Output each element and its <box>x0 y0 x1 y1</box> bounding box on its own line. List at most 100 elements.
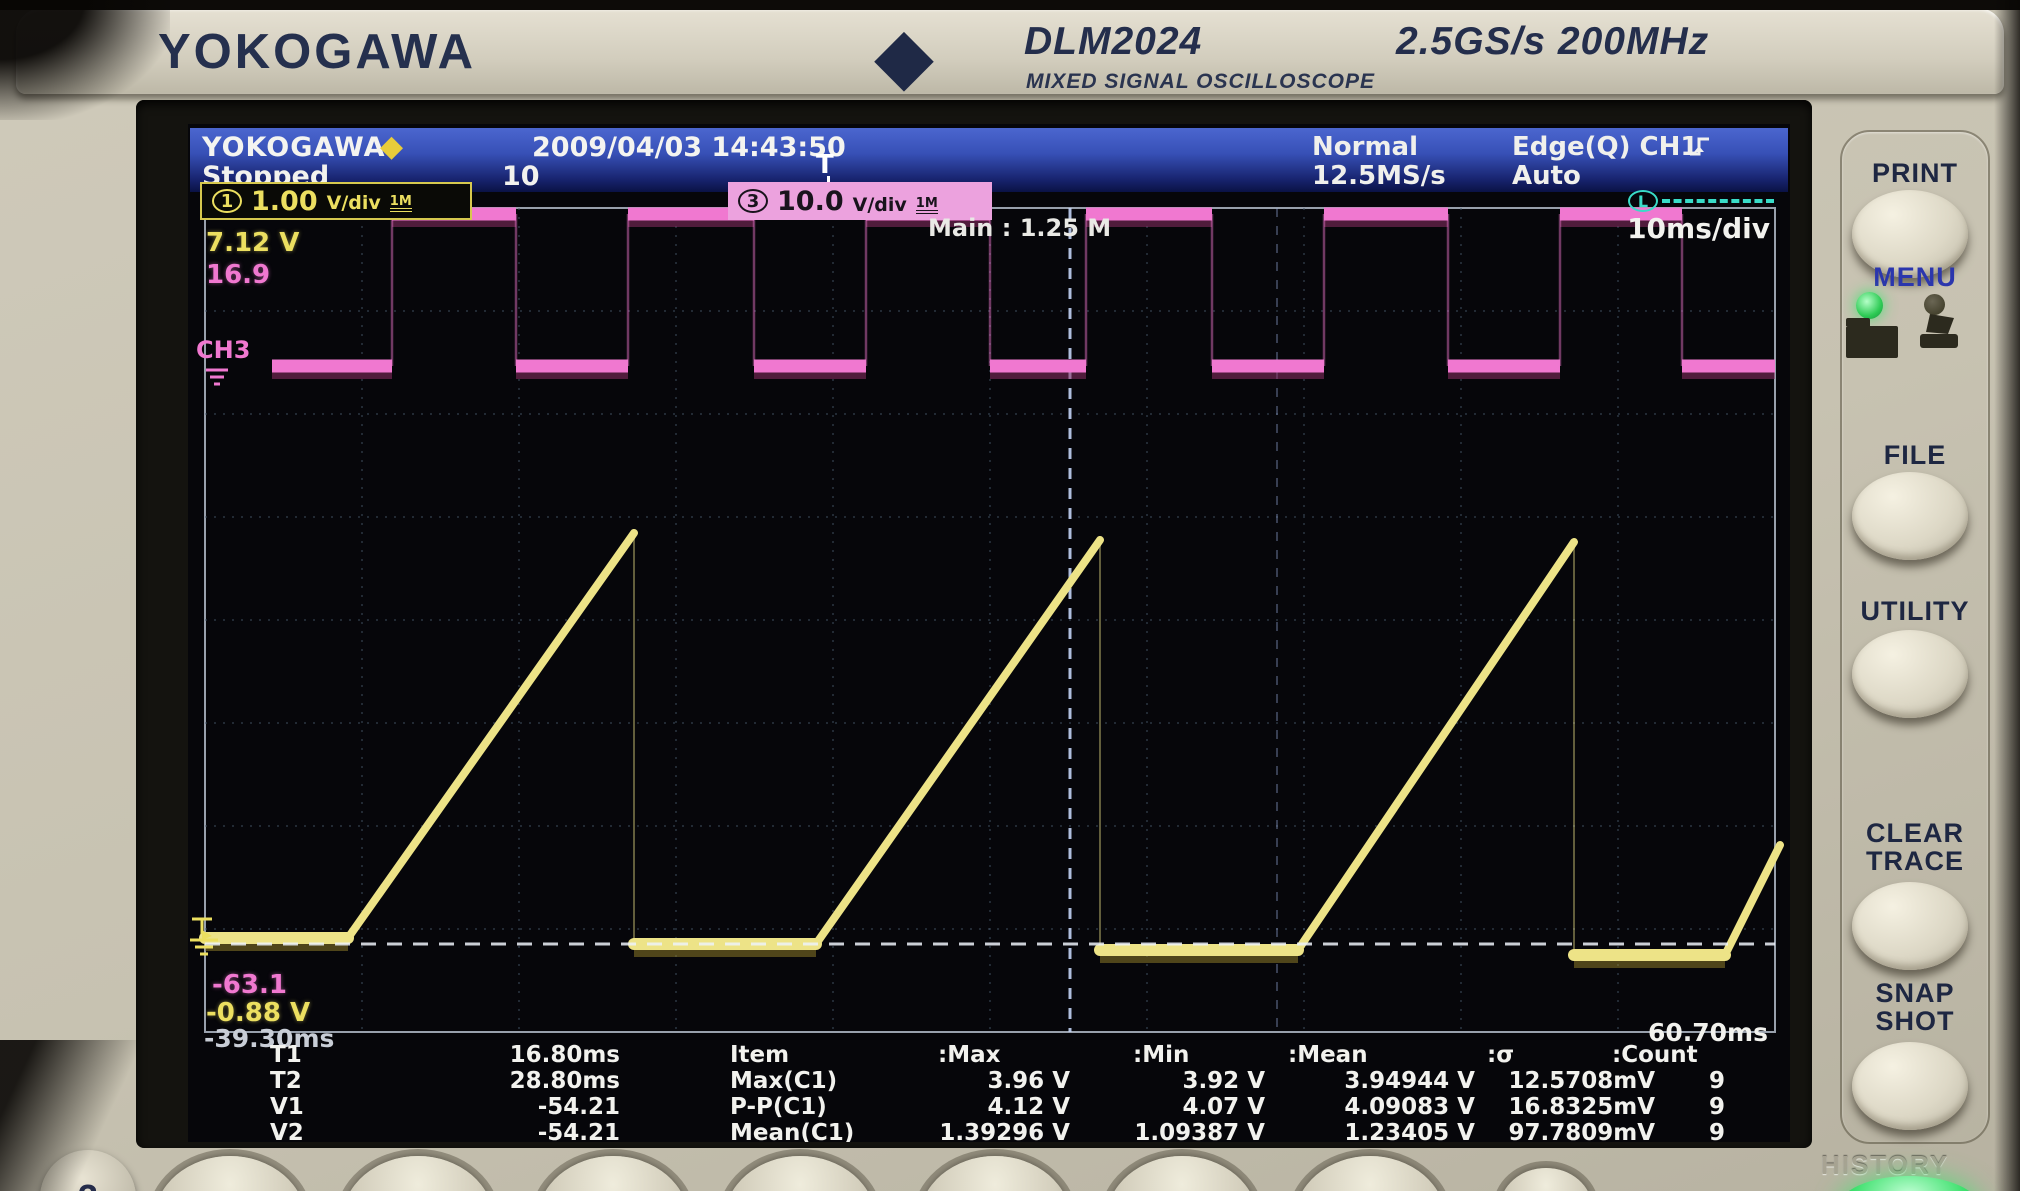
ch3-scale-badge: 3 10.0 V/div 1M <box>728 182 992 220</box>
ch1-top-value: 7.12 V <box>206 228 300 258</box>
ch3-scale: 10.0 <box>777 185 844 217</box>
photo-corner-shadow <box>0 0 170 120</box>
measure-count: 9 <box>1708 1094 1725 1120</box>
file-label: FILE <box>1883 440 1947 470</box>
ch1-number: 1 <box>212 189 242 213</box>
file-button[interactable] <box>1852 472 1968 560</box>
ch1-bottom-value: -0.88 V <box>206 998 311 1028</box>
menu-led-green <box>1856 292 1883 319</box>
softkey-button[interactable] <box>724 1156 876 1191</box>
print-button[interactable] <box>1852 190 1968 278</box>
print-label: PRINT <box>1872 158 1958 188</box>
measure-item: Max(C1) <box>730 1068 838 1094</box>
model-number: DLM2024 <box>1024 20 1203 63</box>
photo-edge-shadow <box>0 0 2020 10</box>
photo-corner-shadow <box>0 1040 170 1191</box>
trigger-source: Edge(Q) CH1 <box>1512 132 1699 162</box>
logic-channel-marker: L <box>1628 190 1774 212</box>
measure-sigma: 16.8325mV <box>1508 1094 1655 1120</box>
time-per-division: 10ms/div <box>1627 212 1770 245</box>
cursor-label: V1 <box>270 1094 304 1120</box>
history-button[interactable] <box>1838 1176 1980 1191</box>
ch1-scale-badge: 1 1.00 V/div 1M <box>200 182 472 220</box>
measure-min: 3.92 V <box>1182 1068 1265 1094</box>
ch3-number: 3 <box>738 189 768 213</box>
trigger-position-marker: T <box>816 150 834 180</box>
measure-mean: 4.09083 V <box>1344 1094 1475 1120</box>
softkey-button[interactable] <box>537 1156 689 1191</box>
measure-max: 1.39296 V <box>939 1120 1070 1142</box>
measure-sigma: 97.7809mV <box>1508 1120 1655 1142</box>
top-bezel: YOKOGAWA ◆ DLM2024 2.5GS/s 200MHz MIXED … <box>16 8 2004 99</box>
measure-mean: 1.23405 V <box>1344 1120 1475 1142</box>
waveform-graticule <box>199 207 1784 1033</box>
measure-header-count: :Count <box>1612 1042 1698 1068</box>
cursor-value: 28.80ms <box>509 1068 620 1094</box>
screen-brand: YOKOGAWA <box>202 132 386 163</box>
model-specs: 2.5GS/s 200MHz <box>1396 20 1710 63</box>
cursor-label: V2 <box>270 1120 304 1142</box>
measure-header-sigma: :σ <box>1487 1042 1515 1068</box>
trigger-mode: Auto <box>1512 161 1581 191</box>
ch3-unit: V/div <box>852 194 907 216</box>
measure-table: T1 16.80ms T2 28.80ms V1 -54.21 V2 -54.21 Item:M… <box>188 124 1790 1142</box>
softkey-button[interactable] <box>1294 1156 1446 1191</box>
window-left-time: -39.30ms <box>204 1024 335 1053</box>
ch3-top-value: 16.9 <box>206 260 271 290</box>
datetime: 2009/04/03 14:43:50 <box>532 132 846 163</box>
measure-item: Mean(C1) <box>730 1120 855 1142</box>
ch3-coupling: 1M <box>915 197 938 214</box>
lcd-display: YOKOGAWA ◆ 2009/04/03 14:43:50 Stopped 1… <box>188 124 1790 1142</box>
snapshot-button[interactable] <box>1852 1042 1968 1130</box>
measure-count: 9 <box>1708 1068 1725 1094</box>
softkey-button[interactable] <box>919 1156 1071 1191</box>
window-right-time: 60.70ms <box>1647 1018 1768 1047</box>
ch3-label: CH3 <box>196 336 251 364</box>
measure-header-item: Item <box>730 1042 790 1068</box>
cursor-value: -54.21 <box>537 1094 620 1120</box>
utility-button[interactable] <box>1852 630 1968 718</box>
measure-header-mean: :Mean <box>1288 1042 1368 1068</box>
measure-max: 3.96 V <box>987 1068 1070 1094</box>
screen-recess: YOKOGAWA ◆ 2009/04/03 14:43:50 Stopped 1… <box>136 100 1812 1148</box>
snap-label: SNAP <box>1875 978 1955 1008</box>
clear-trace-button[interactable] <box>1852 882 1968 970</box>
softkey-button-small[interactable] <box>1500 1168 1592 1191</box>
measure-max: 4.12 V <box>987 1094 1070 1120</box>
ch3-bottom-value: -63.1 <box>212 970 287 1000</box>
softkey-button[interactable] <box>154 1156 306 1191</box>
cursor-label: T1 <box>270 1042 302 1068</box>
sample-rate: 12.5MS/s <box>1312 161 1446 191</box>
right-panel <box>1840 130 1990 1144</box>
logic-channel-dash <box>1662 199 1774 203</box>
brand-diamond-icon: ◆ <box>874 11 934 99</box>
measure-header-max: :Max <box>938 1042 1001 1068</box>
record-length: Main : 1.25 M <box>928 214 1112 242</box>
model-subtitle: MIXED SIGNAL OSCILLOSCOPE <box>1026 70 1375 93</box>
cursor-label: T2 <box>270 1068 302 1094</box>
ch1-coupling: 1M <box>389 195 412 212</box>
ch1-scale: 1.00 <box>251 185 318 217</box>
ch1-unit: V/div <box>326 192 381 214</box>
softkey-button[interactable] <box>1106 1156 1258 1191</box>
acquisition-count: 10 <box>502 161 540 192</box>
measure-sigma: 12.5708mV <box>1508 1068 1655 1094</box>
folder-icon <box>1846 318 1898 358</box>
measure-mean: 3.94944 V <box>1344 1068 1475 1094</box>
softkey-button[interactable] <box>342 1156 494 1191</box>
measure-min: 1.09387 V <box>1134 1120 1265 1142</box>
history-label: HISTORY <box>1820 1150 1950 1180</box>
logic-channel-icon: L <box>1628 190 1658 212</box>
menu-led-dark <box>1924 294 1945 315</box>
photo-edge-shadow <box>1994 0 2020 1191</box>
shot-label: SHOT <box>1875 1006 1955 1036</box>
menu-label: MENU <box>1873 262 1957 292</box>
acquisition-mode: Normal <box>1312 132 1418 162</box>
screen-brand-diamond-icon: ◆ <box>380 129 404 164</box>
status-bar: YOKOGAWA ◆ 2009/04/03 14:43:50 Stopped 1… <box>190 128 1788 192</box>
utility-label: UTILITY <box>1860 596 1970 626</box>
measure-count: 9 <box>1708 1120 1725 1142</box>
clear-label: CLEAR <box>1866 818 1964 848</box>
